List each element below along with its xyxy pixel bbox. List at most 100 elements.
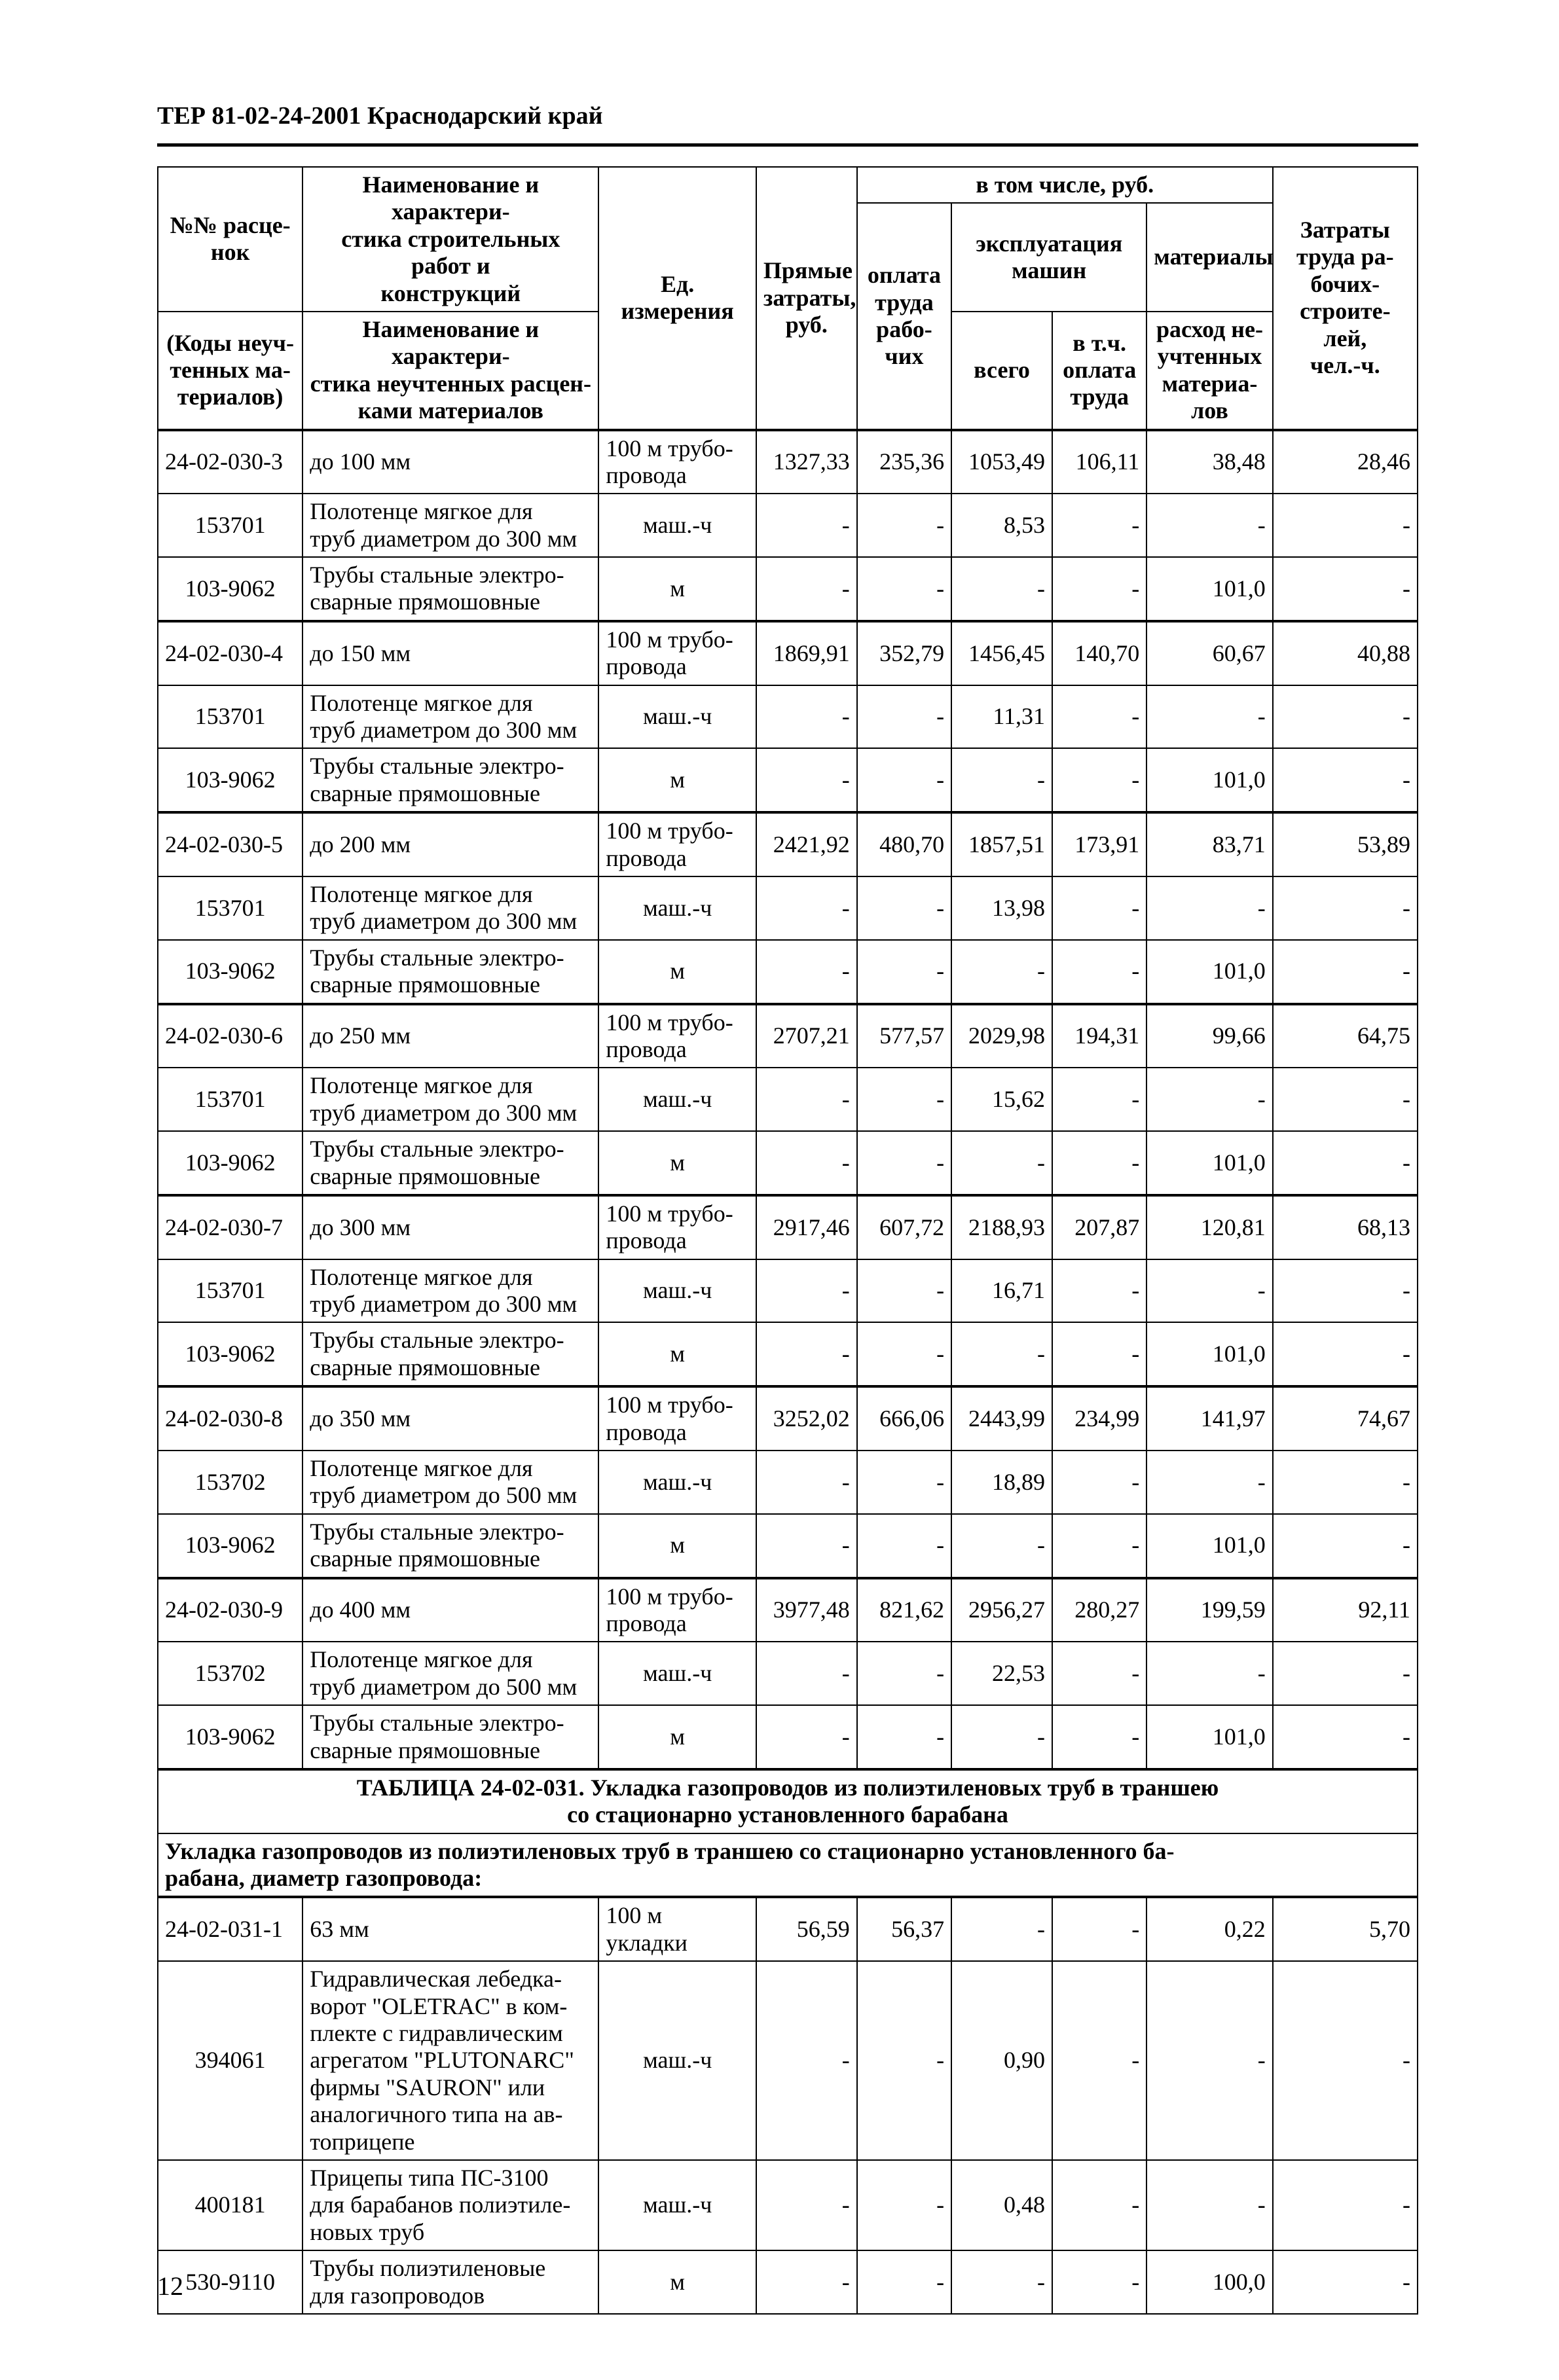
section-heading: ТАБЛИЦА 24-02-031. Укладка газопроводов … xyxy=(158,1769,1418,1833)
cell: 480,70 xyxy=(857,812,951,876)
table-row: 24-02-031-163 мм100 м укладки56,5956,37-… xyxy=(158,1897,1418,1961)
cell: - xyxy=(756,748,857,812)
cell: Прицепы типа ПС-3100для барабанов полиэт… xyxy=(303,2160,598,2250)
cell: - xyxy=(1146,1451,1272,1514)
cell: 99,66 xyxy=(1146,1004,1272,1068)
cell: 24-02-030-8 xyxy=(158,1386,303,1451)
table-row: 103-9062Трубы стальные электро-сварные п… xyxy=(158,1705,1418,1769)
cell: - xyxy=(1273,2250,1418,2314)
cell: - xyxy=(1052,1514,1146,1578)
cell: - xyxy=(857,1705,951,1769)
cell: - xyxy=(857,1642,951,1705)
cell: 92,11 xyxy=(1273,1578,1418,1642)
page: ТЕР 81-02-24-2001 Краснодарский край №№ … xyxy=(0,0,1559,2380)
cell: 1456,45 xyxy=(951,621,1052,685)
table-row: 103-9062Трубы стальные электро-сварные п… xyxy=(158,557,1418,621)
cell: 0,48 xyxy=(951,2160,1052,2250)
cell: - xyxy=(1273,1259,1418,1323)
th-name: Наименование и характери-стика строитель… xyxy=(303,167,598,312)
cell: 140,70 xyxy=(1052,621,1146,685)
cell: 234,99 xyxy=(1052,1386,1146,1451)
cell: Полотенце мягкое длятруб диаметром до 30… xyxy=(303,1068,598,1131)
table-row: 103-9062Трубы стальные электро-сварные п… xyxy=(158,1322,1418,1386)
table-row: 153702Полотенце мягкое длятруб диаметром… xyxy=(158,1451,1418,1514)
cell: маш.-ч xyxy=(598,1068,756,1131)
cell: 194,31 xyxy=(1052,1004,1146,1068)
cell: Трубы стальные электро-сварные прямошовн… xyxy=(303,1131,598,1195)
cell: 100 м трубо-провода xyxy=(598,621,756,685)
cell: 2707,21 xyxy=(756,1004,857,1068)
cell: 106,11 xyxy=(1052,430,1146,494)
cell: 24-02-030-3 xyxy=(158,430,303,494)
cell: 153701 xyxy=(158,685,303,749)
table-row: 153701Полотенце мягкое длятруб диаметром… xyxy=(158,876,1418,940)
cell: - xyxy=(1273,1322,1418,1386)
cell: маш.-ч xyxy=(598,494,756,557)
cell: 2188,93 xyxy=(951,1195,1052,1259)
th-unacc: расход не-учтенныхматериа-лов xyxy=(1146,312,1272,430)
cell: 15,62 xyxy=(951,1068,1052,1131)
table-body: 24-02-030-3до 100 мм100 м трубо-провода1… xyxy=(158,430,1418,2314)
cell: 56,59 xyxy=(756,1897,857,1961)
cell: - xyxy=(857,1322,951,1386)
cell: - xyxy=(1273,557,1418,621)
cell: маш.-ч xyxy=(598,1451,756,1514)
cell: - xyxy=(756,1705,857,1769)
cell: 153702 xyxy=(158,1642,303,1705)
cell: - xyxy=(1052,2160,1146,2250)
cell: - xyxy=(951,2250,1052,2314)
cell: - xyxy=(857,1451,951,1514)
cell: - xyxy=(1052,940,1146,1004)
cell: Трубы стальные электро-сварные прямошовн… xyxy=(303,748,598,812)
cell: маш.-ч xyxy=(598,1259,756,1323)
cell: 120,81 xyxy=(1146,1195,1272,1259)
cell: - xyxy=(756,685,857,749)
cell: до 200 мм xyxy=(303,812,598,876)
cell: - xyxy=(756,876,857,940)
cell: 153702 xyxy=(158,1451,303,1514)
cell: - xyxy=(1052,1322,1146,1386)
cell: 11,31 xyxy=(951,685,1052,749)
cell: маш.-ч xyxy=(598,685,756,749)
cell: - xyxy=(756,1131,857,1195)
cell: - xyxy=(857,1961,951,2160)
cell: 64,75 xyxy=(1273,1004,1418,1068)
table-row: 103-9062Трубы стальные электро-сварные п… xyxy=(158,1514,1418,1578)
cell: Трубы стальные электро-сварные прямошовн… xyxy=(303,1514,598,1578)
cell: 153701 xyxy=(158,876,303,940)
cell: 74,67 xyxy=(1273,1386,1418,1451)
table-row: 103-9062Трубы стальные электро-сварные п… xyxy=(158,940,1418,1004)
cell: - xyxy=(1273,1705,1418,1769)
table-row: 24-02-030-3до 100 мм100 м трубо-провода1… xyxy=(158,430,1418,494)
cell: м xyxy=(598,1514,756,1578)
cell: до 400 мм xyxy=(303,1578,598,1642)
th-labor: Затратытруда ра-бочих-строите-лей,чел.-ч… xyxy=(1273,167,1418,430)
cell: 2917,46 xyxy=(756,1195,857,1259)
table-row: 153701Полотенце мягкое длятруб диаметром… xyxy=(158,494,1418,557)
cell: 153701 xyxy=(158,1068,303,1131)
cell: 100,0 xyxy=(1146,2250,1272,2314)
cell: маш.-ч xyxy=(598,876,756,940)
cell: Трубы стальные электро-сварные прямошовн… xyxy=(303,1705,598,1769)
table-row: 24-02-030-4до 150 мм100 м трубо-провода1… xyxy=(158,621,1418,685)
table-row: 153702Полотенце мягкое длятруб диаметром… xyxy=(158,1642,1418,1705)
th-including: в том числе, руб. xyxy=(857,167,1273,203)
cell: 16,71 xyxy=(951,1259,1052,1323)
cell: 101,0 xyxy=(1146,557,1272,621)
cell: 18,89 xyxy=(951,1451,1052,1514)
cell: - xyxy=(1273,1514,1418,1578)
cell: 2421,92 xyxy=(756,812,857,876)
th-code2: (Коды неуч-тенных ма-териалов) xyxy=(158,312,303,430)
cell: - xyxy=(1146,876,1272,940)
cell: - xyxy=(756,557,857,621)
cell: Полотенце мягкое длятруб диаметром до 50… xyxy=(303,1451,598,1514)
table-row: 530-9110Трубы полиэтиленовыедля газопров… xyxy=(158,2250,1418,2314)
cell: - xyxy=(1273,1068,1418,1131)
cell: - xyxy=(756,2160,857,2250)
cell: 8,53 xyxy=(951,494,1052,557)
cell: 577,57 xyxy=(857,1004,951,1068)
cell: 60,67 xyxy=(1146,621,1272,685)
cell: 100 м трубо-провода xyxy=(598,1578,756,1642)
cell: Полотенце мягкое длятруб диаметром до 30… xyxy=(303,494,598,557)
cell: - xyxy=(951,1514,1052,1578)
